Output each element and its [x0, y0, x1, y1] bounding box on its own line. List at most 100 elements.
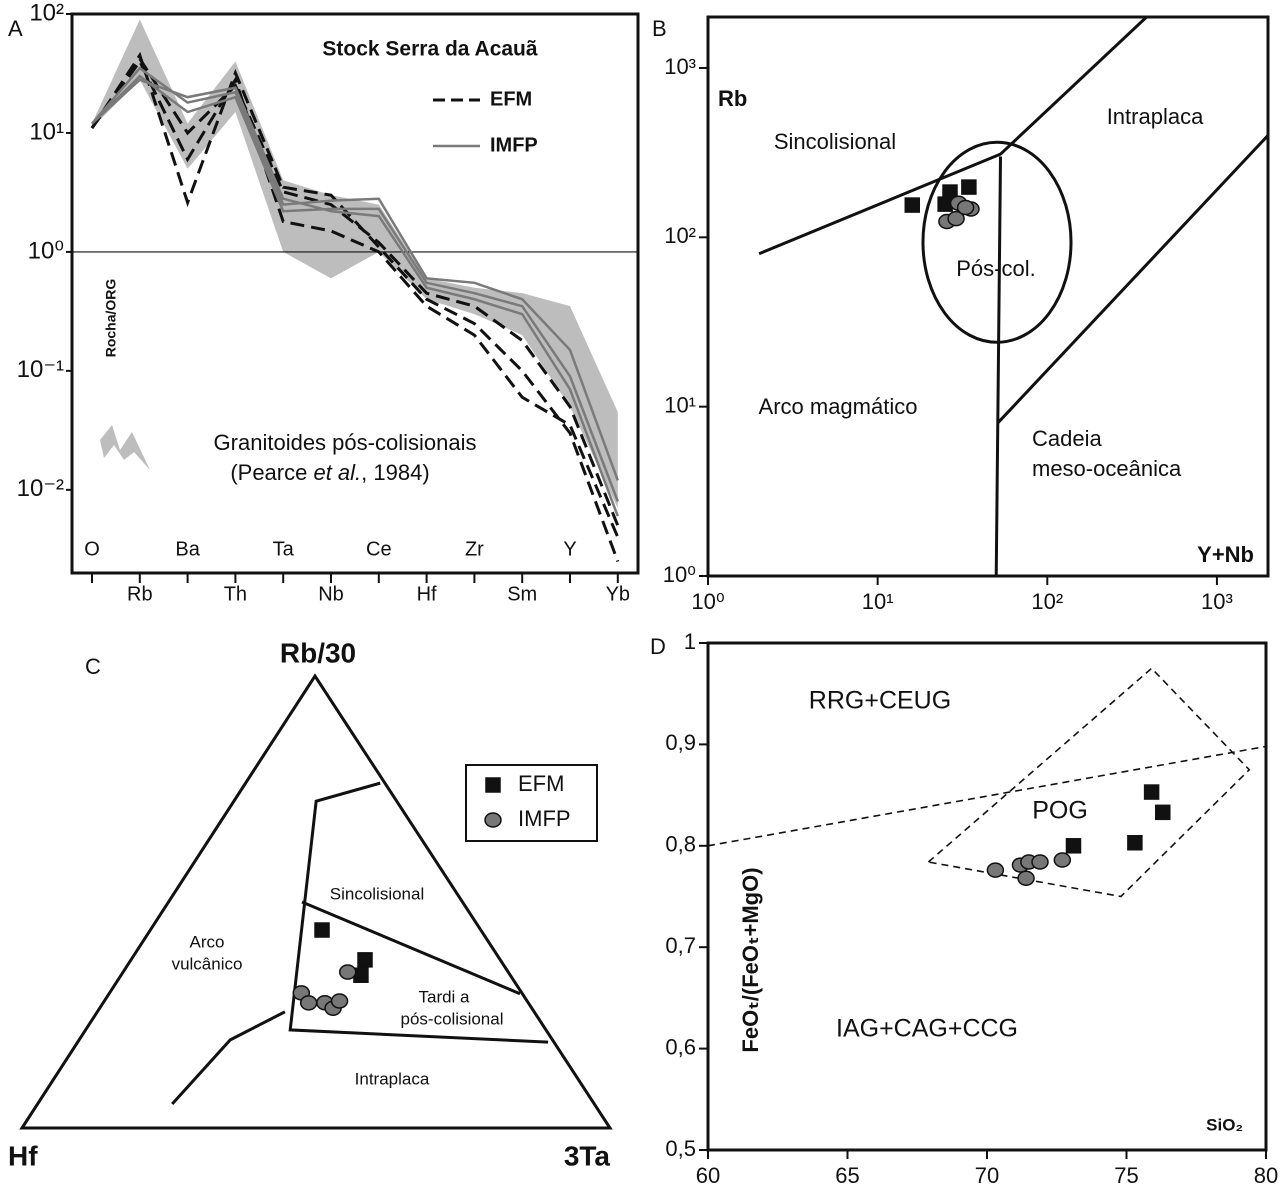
series-line [90, 51, 620, 562]
square-marker [314, 922, 330, 938]
circle-marker [986, 862, 1005, 878]
boundary-line [301, 900, 521, 996]
circle-marker [1017, 870, 1035, 886]
x-tick-label: Zr [465, 538, 484, 560]
field-legend-source: (Pearce et al., 1984) [230, 460, 429, 485]
field-label: Pós-col. [956, 256, 1035, 281]
legend-label: EFM [490, 88, 532, 110]
x-tick-label: 10¹ [862, 589, 894, 614]
x-tick-label: O [84, 538, 100, 560]
field-legend-swatch [100, 425, 150, 470]
panel-label: D [650, 634, 666, 659]
y-axis-label: Rocha/ORG [103, 279, 119, 358]
field-label: Cadeia [1032, 426, 1102, 451]
x-tick-label: 10² [1031, 589, 1063, 614]
y-axis-label: Rb [718, 86, 747, 111]
field-label: Sincolisional [774, 129, 896, 154]
square-marker [1155, 804, 1171, 821]
field-label: POG [1032, 797, 1088, 825]
y-tick-label: 10¹ [29, 118, 64, 145]
square-marker [961, 179, 977, 195]
x-tick-label: Nb [318, 583, 344, 605]
x-tick-label: Hf [417, 583, 437, 605]
y-tick-label: 0,5 [665, 1136, 696, 1161]
y-tick-label: 10⁰ [663, 562, 696, 587]
legend-label: IMFP [518, 806, 571, 831]
boundary-line [927, 667, 1251, 898]
x-tick-label: Ce [366, 538, 392, 560]
field-label: meso-oceânica [1032, 456, 1182, 481]
y-axis-label: FeOₜ/(FeOₜ+MgO) [738, 867, 763, 1052]
circle-marker [484, 812, 502, 828]
panel-label: C [85, 654, 101, 679]
field-label: RRG+CEUG [809, 687, 951, 715]
series-line [91, 74, 619, 502]
circle-marker [947, 210, 965, 227]
square-marker [904, 197, 921, 213]
square-marker [1127, 835, 1143, 851]
square-marker [485, 777, 501, 793]
x-tick-label: 65 [835, 1163, 859, 1187]
field-label: Arco magmático [759, 394, 918, 419]
y-tick-label: 10³ [664, 54, 696, 79]
square-marker [357, 952, 373, 968]
circle-marker [299, 995, 318, 1011]
x-tick-label: Th [224, 583, 247, 605]
field-label: Intraplaca [355, 1069, 430, 1088]
source-part: et al. [313, 460, 361, 485]
y-tick-label: 0,7 [665, 933, 696, 958]
y-tick-label: 10⁻¹ [17, 356, 64, 383]
source-part: , 1984) [361, 460, 430, 485]
x-axis-label: SiO₂ [1206, 1115, 1243, 1134]
boundary-line [994, 156, 1003, 577]
field-label: IAG+CAG+CCG [836, 1015, 1018, 1043]
boundary-line [288, 781, 549, 1044]
y-tick-label: 1 [684, 629, 696, 654]
y-tick-label: 0,6 [665, 1034, 696, 1059]
legend-label: IMFP [490, 134, 538, 156]
x-tick-label: 60 [696, 1163, 720, 1187]
boundary-line [758, 15, 1148, 256]
circle-marker [338, 964, 357, 980]
source-part: (Pearce [230, 460, 313, 485]
chart-title: Stock Serra da Acauã [322, 38, 537, 61]
ternary-frame [19, 673, 613, 1130]
field-label: Tardi a [418, 987, 470, 1006]
plot-frame [706, 641, 1268, 1152]
x-tick-label: 10³ [1201, 589, 1233, 614]
boundary-line [996, 134, 1270, 425]
series-line [91, 66, 619, 481]
field-label: vulcânico [172, 954, 243, 973]
vertex-label: Rb/30 [280, 637, 356, 668]
circle-marker [1031, 854, 1049, 870]
square-marker [1143, 784, 1160, 800]
x-tick-label: Rb [127, 583, 153, 605]
x-tick-label: Sm [507, 583, 537, 605]
x-tick-label: 70 [975, 1163, 999, 1187]
circle-marker [330, 993, 349, 1009]
field-label: Sincolisional [330, 884, 425, 903]
series-line [90, 56, 620, 527]
square-marker [1065, 838, 1082, 854]
y-tick-label: 0,8 [665, 832, 696, 857]
y-tick-label: 10⁻² [17, 475, 64, 502]
y-tick-label: 10² [664, 223, 696, 248]
plot-frame [706, 15, 1270, 578]
y-tick-label: 10⁰ [28, 237, 64, 264]
field-label: pós-colisional [401, 1009, 504, 1028]
x-tick-label: 10⁰ [691, 589, 724, 614]
circle-marker [1053, 852, 1072, 868]
vertex-label: Hf [8, 1140, 38, 1171]
x-tick-label: Y [563, 538, 576, 560]
series-line [90, 58, 620, 538]
x-tick-label: 80 [1254, 1163, 1278, 1187]
field-ellipse [921, 140, 1073, 344]
x-tick-label: Ta [273, 538, 295, 560]
field-label: Intraplaca [1107, 104, 1204, 129]
boundary-line [707, 745, 1267, 847]
series-line [91, 78, 619, 517]
field-label: Arco [190, 932, 225, 951]
x-tick-label: Ba [175, 538, 200, 560]
